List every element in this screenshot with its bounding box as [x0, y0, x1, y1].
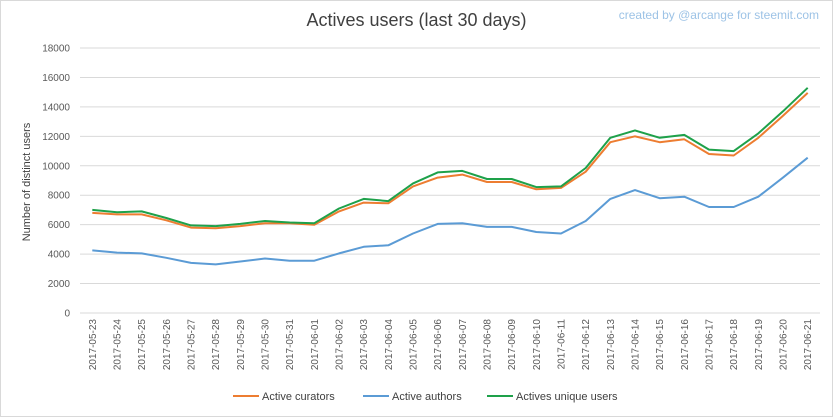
x-tick-label: 2017-06-16 [680, 319, 691, 371]
x-tick-label: 2017-05-28 [211, 319, 222, 371]
y-tick-label: 12000 [42, 132, 70, 143]
x-tick-label: 2017-06-01 [310, 319, 321, 371]
x-tick-label: 2017-06-20 [779, 319, 790, 371]
y-tick-label: 10000 [42, 161, 70, 172]
y-axis-label: Number of distinct users [21, 122, 33, 241]
y-tick-label: 18000 [42, 44, 70, 55]
x-tick-label: 2017-05-27 [187, 319, 198, 371]
x-tick-label: 2017-06-18 [729, 319, 740, 371]
x-tick-label: 2017-05-24 [113, 319, 124, 371]
series-line [92, 92, 809, 230]
x-tick-label: 2017-05-30 [261, 319, 272, 371]
x-tick-label: 2017-06-10 [532, 319, 543, 371]
legend: Active curators Active authors Actives uni… [233, 391, 618, 403]
gridlines [80, 47, 820, 314]
x-tick-label: 2017-06-08 [483, 319, 494, 371]
x-tick-label: 2017-06-07 [458, 319, 469, 371]
x-tick-label: 2017-05-26 [162, 319, 173, 371]
y-tick-labels: 0 2000 4000 6000 8000 10000 12000 14000 16000 180… [42, 44, 70, 320]
series-line [92, 87, 809, 228]
credit-text: created by @arcange for steemit.com [618, 8, 819, 22]
y-tick-label: 6000 [48, 220, 71, 231]
legend-label: Actives unique users [516, 391, 618, 403]
series-line [92, 156, 809, 266]
y-tick-label: 8000 [48, 191, 71, 202]
x-tick-labels: 2017-05-23 2017-05-24 2017-05-25 2017-05-26… [88, 319, 814, 371]
x-tick-label: 2017-06-09 [507, 319, 518, 371]
series-lines [92, 87, 809, 266]
x-tick-label: 2017-06-03 [359, 319, 370, 371]
legend-label: Active authors [392, 391, 462, 403]
y-tick-label: 14000 [42, 102, 70, 113]
y-tick-label: 0 [64, 309, 70, 320]
x-tick-label: 2017-06-02 [335, 319, 346, 371]
x-tick-label: 2017-06-17 [705, 319, 716, 371]
x-tick-label: 2017-06-05 [409, 319, 420, 371]
x-tick-label: 2017-06-15 [655, 319, 666, 371]
legend-label: Active curators [262, 391, 335, 403]
y-tick-label: 16000 [42, 73, 70, 84]
x-tick-label: 2017-05-25 [137, 319, 148, 371]
x-tick-label: 2017-05-29 [236, 319, 247, 371]
x-tick-label: 2017-06-13 [606, 319, 617, 371]
x-tick-label: 2017-06-21 [803, 319, 814, 371]
x-tick-label: 2017-06-04 [384, 319, 395, 371]
chart-title: Actives users (last 30 days) [306, 10, 527, 30]
x-tick-label: 2017-06-12 [581, 319, 592, 371]
y-tick-label: 4000 [48, 250, 71, 261]
x-tick-label: 2017-05-23 [88, 319, 99, 371]
x-tick-label: 2017-06-14 [631, 319, 642, 371]
x-tick-label: 2017-06-06 [433, 319, 444, 371]
x-tick-label: 2017-06-11 [557, 319, 568, 370]
x-tick-label: 2017-05-31 [285, 319, 296, 371]
y-tick-label: 2000 [48, 279, 71, 290]
x-tick-label: 2017-06-19 [754, 319, 765, 371]
